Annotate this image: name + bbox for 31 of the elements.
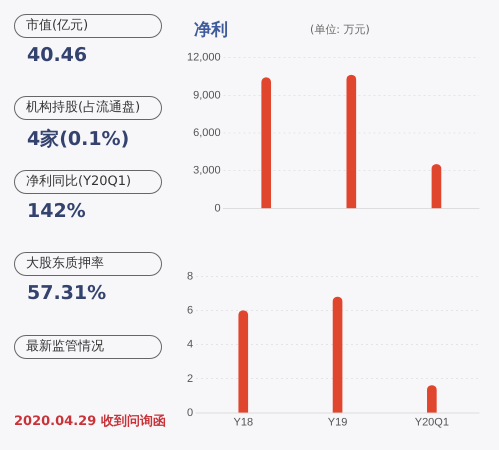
text: 净利同比(Y20Q1) bbox=[14, 170, 162, 194]
text: 4家(0.1%) bbox=[27, 127, 130, 152]
y-tick-label: 6 bbox=[186, 304, 194, 317]
bar bbox=[346, 74, 356, 208]
y-tick-label: 0 bbox=[186, 406, 194, 419]
bar bbox=[238, 310, 248, 413]
bar bbox=[432, 164, 442, 208]
y-tick-label: 3,000 bbox=[193, 164, 221, 177]
x-tick-label: Y20Q1 bbox=[414, 416, 449, 428]
text: 市值(亿元) bbox=[14, 14, 162, 38]
chart-title: 净利 bbox=[194, 19, 228, 41]
text: 机构持股(占流通盘) bbox=[14, 96, 162, 120]
y-tick-label: 2 bbox=[186, 372, 194, 385]
chart-subtitle: (单位: 万元) bbox=[310, 22, 370, 37]
y-tick-label: 8 bbox=[186, 270, 194, 283]
x-tick-label: Y19 bbox=[328, 416, 348, 428]
text: 57.31% bbox=[27, 282, 106, 304]
y-tick-label: 0 bbox=[214, 202, 221, 214]
y-tick-label: 12,000 bbox=[186, 52, 221, 64]
text: 142% bbox=[27, 200, 86, 222]
y-tick-label: 9,000 bbox=[193, 89, 221, 102]
text: 大股东质押率 bbox=[14, 252, 162, 276]
y-tick-label: 6,000 bbox=[193, 127, 221, 140]
text: 2020.04.29 收到问询函 bbox=[14, 413, 166, 430]
text: 最新监管情况 bbox=[14, 335, 162, 359]
y-tick-label: 4 bbox=[186, 338, 194, 351]
x-tick-label: Y18 bbox=[233, 416, 254, 428]
bar bbox=[427, 385, 437, 413]
text: 40.46 bbox=[27, 44, 88, 66]
bar bbox=[332, 296, 342, 413]
bar bbox=[261, 77, 272, 208]
